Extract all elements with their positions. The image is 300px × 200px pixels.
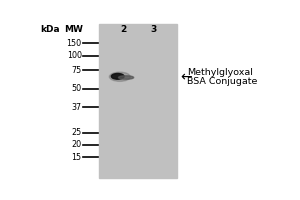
Text: 75: 75 [71, 66, 82, 75]
Text: 25: 25 [71, 128, 82, 137]
Ellipse shape [109, 72, 130, 81]
Bar [99, 24, 177, 178]
Text: Methylglyoxal: Methylglyoxal [188, 68, 253, 77]
Text: 37: 37 [72, 103, 82, 112]
Text: MW: MW [64, 25, 83, 34]
Text: ←: ← [181, 70, 192, 84]
Text: 150: 150 [67, 39, 82, 48]
Text: 15: 15 [72, 153, 82, 162]
Text: 100: 100 [67, 51, 82, 60]
Text: 20: 20 [72, 140, 82, 149]
Text: 3: 3 [151, 25, 157, 34]
Text: 50: 50 [72, 84, 82, 93]
Text: BSA Conjugate: BSA Conjugate [188, 77, 258, 86]
Text: 2: 2 [120, 25, 127, 34]
Ellipse shape [118, 76, 134, 79]
Ellipse shape [111, 73, 124, 79]
Text: kDa: kDa [40, 25, 59, 34]
